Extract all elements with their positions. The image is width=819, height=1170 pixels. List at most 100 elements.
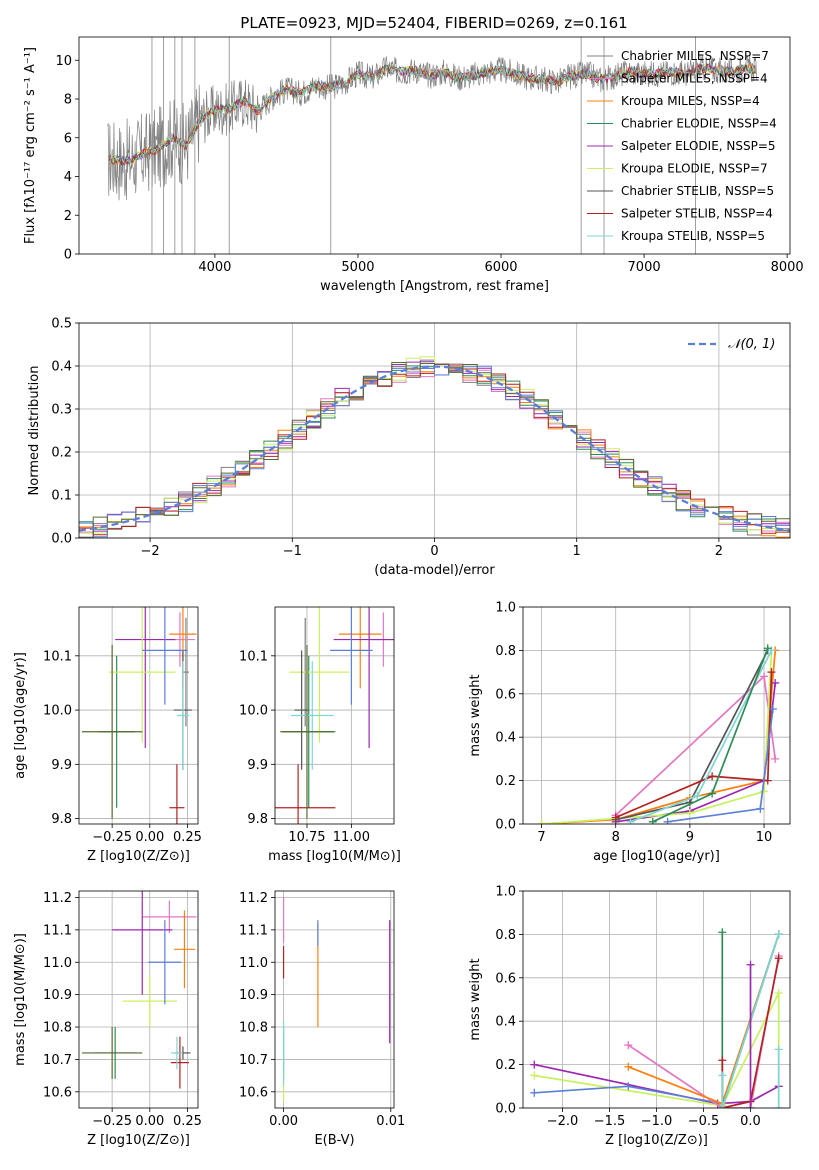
x-axis-label: Z [log10(Z/Z⊙)] (87, 1133, 190, 1148)
y-tick-label: 6 (64, 131, 72, 146)
legend: 𝒩(0, 1) (688, 337, 775, 352)
x-tick-label: 0.00 (269, 1114, 298, 1129)
x-tick-label: 0.00 (135, 1114, 164, 1129)
x-tick-label: 1 (573, 544, 581, 559)
legend-label: Salpeter ELODIE, NSSP=5 (621, 139, 776, 153)
weight-marker (774, 954, 783, 963)
model-fit-line (108, 62, 757, 164)
x-tick-label: 0 (430, 544, 438, 559)
y-tick-label: 0.6 (495, 687, 516, 702)
axes-frame (78, 322, 791, 539)
x-tick-label: −1.0 (641, 1114, 673, 1129)
x-axis-label: age [log10(age/yr)] (593, 849, 720, 864)
weight-marker (774, 1104, 783, 1108)
legend-label: Kroupa MILES, NSSP=4 (621, 94, 760, 108)
plot-area-mass_vs_Z (82, 891, 197, 1089)
y-tick-label: 0.5 (51, 317, 72, 332)
weight-marker (771, 678, 780, 687)
legend-label: Salpeter STELIB, NSSP=4 (621, 207, 773, 221)
weight-marker (626, 817, 635, 824)
y-tick-label: 11.1 (239, 923, 268, 938)
weight-marker (718, 1056, 727, 1065)
axes-frame (274, 890, 395, 1109)
y-tick-label: 9.8 (51, 812, 72, 827)
x-tick-label: 7000 (628, 260, 661, 275)
x-tick-label: 10 (756, 830, 773, 845)
y-tick-label: 10.6 (43, 1085, 72, 1100)
y-tick-label: 8 (64, 93, 72, 108)
y-tick-label: 1.0 (495, 885, 516, 900)
y-tick-label: 11.0 (43, 956, 72, 971)
y-tick-label: 4 (64, 170, 72, 185)
y-tick-label: 1.0 (495, 601, 516, 616)
weight-marker (685, 809, 694, 818)
plot-area-residuals (79, 356, 790, 538)
weight-marker (624, 1062, 633, 1071)
y-axis-label: mass weight (468, 674, 483, 756)
x-tick-label: 0.0 (740, 1114, 761, 1129)
x-axis-label: E(B-V) (314, 1133, 354, 1148)
x-tick-label: 5000 (341, 260, 374, 275)
y-axis-label: Normed distribution (27, 366, 42, 496)
weight-marker (760, 672, 769, 681)
x-axis-label: Z [log10(Z/Z⊙)] (87, 849, 190, 864)
weight-marker (763, 644, 772, 653)
y-tick-label: 10.0 (43, 704, 72, 719)
plot-area-mass_weight_vs_age (537, 644, 780, 824)
y-tick-label: 0.2 (495, 774, 516, 789)
panel-mass_weight_vs_age: 7 8 9 10 0.0 0.2 0.4 0.6 0.8 1.0 age [log10(age/yr… (468, 601, 791, 864)
x-tick-label: 4000 (198, 260, 231, 275)
y-axis-label: mass [log10(M/M⊙)] (13, 933, 28, 1066)
weight-marker (746, 960, 755, 969)
legend-label: 𝒩(0, 1) (728, 337, 775, 352)
weight-marker (611, 813, 620, 822)
weight-marker (768, 704, 777, 713)
axes-frame (522, 890, 791, 1109)
x-tick-label: 7 (537, 830, 545, 845)
x-tick-label: 11.00 (333, 830, 370, 845)
histogram-step (79, 362, 790, 538)
x-axis-label: Z [log10(Z/Z⊙)] (605, 1133, 708, 1148)
y-tick-label: 0.6 (495, 971, 516, 986)
model-fit-line (108, 63, 756, 166)
x-tick-label: 8000 (771, 260, 804, 275)
weight-marker (530, 1088, 539, 1097)
legend-label: Kroupa STELIB, NSSP=5 (621, 229, 765, 243)
axes-frame (78, 606, 199, 825)
weight-marker (763, 776, 772, 785)
y-tick-label: 0.0 (495, 1102, 516, 1117)
panel-mass_weight_vs_Z: −2.0 −1.5 −1.0 −0.5 0.0 0.0 0.2 0.4 0.6 0.8 1.0 Z [… (468, 885, 791, 1148)
y-tick-label: 2 (64, 209, 72, 224)
weight-marker (648, 817, 657, 824)
model-fit-line (108, 63, 757, 166)
x-tick-label: 0.25 (173, 830, 202, 845)
y-tick-label: 11.0 (239, 956, 268, 971)
x-tick-label: −0.25 (92, 1114, 132, 1129)
plot-area-age_vs_Z (82, 607, 197, 824)
legend-label: Chabrier ELODIE, NSSP=4 (621, 117, 777, 131)
y-tick-label: 11.2 (43, 891, 72, 906)
x-tick-label: 0.25 (173, 1114, 202, 1129)
x-tick-label: 0.00 (135, 830, 164, 845)
legend-label: Chabrier STELIB, NSSP=5 (621, 184, 774, 198)
axes-frame (78, 890, 199, 1109)
plot-area-age_vs_mass (275, 607, 394, 824)
y-tick-label: 10 (55, 54, 72, 69)
x-tick-label: −0.25 (92, 830, 132, 845)
y-tick-label: 10.1 (43, 649, 72, 664)
y-axis-label: Flux [fλ10⁻¹⁷ erg cm⁻² s⁻¹ A⁻¹] (23, 47, 38, 244)
axes-frame (274, 606, 395, 825)
weight-marker (708, 789, 717, 798)
y-tick-label: 0.4 (495, 1015, 516, 1030)
panel-age_vs_Z: −0.25 0.00 0.25 9.8 9.9 10.0 10.1 Z [log10(Z/Z⊙… (13, 606, 202, 864)
y-tick-label: 0.0 (495, 818, 516, 833)
weight-line (615, 672, 773, 819)
figure-title: PLATE=0923, MJD=52404, FIBERID=0269, z=0… (240, 14, 627, 32)
y-tick-label: 0.2 (495, 1058, 516, 1073)
y-tick-label: 0.4 (495, 731, 516, 746)
x-tick-label: −1.5 (594, 1114, 626, 1129)
y-axis-label: age [log10(age/yr)] (13, 652, 28, 779)
weight-marker (530, 1071, 539, 1080)
